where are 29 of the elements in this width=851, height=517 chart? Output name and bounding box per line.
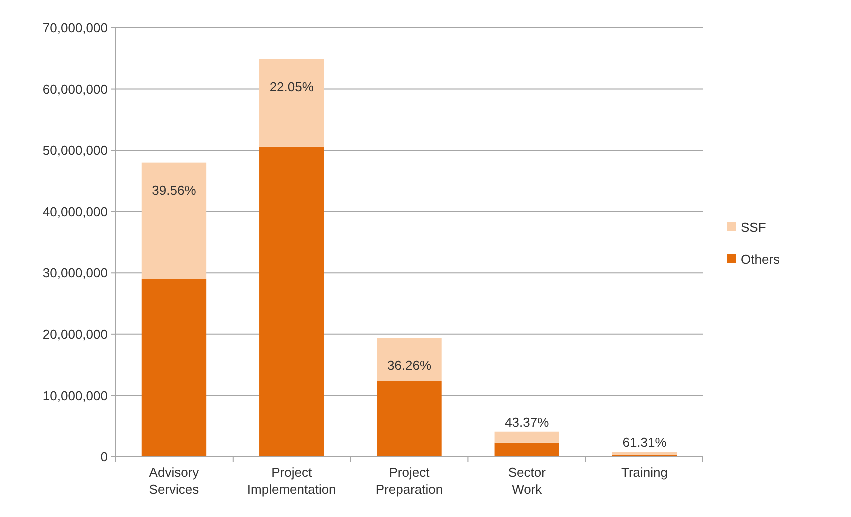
bar xyxy=(377,381,442,457)
annotation: 22.05% xyxy=(270,79,314,94)
legend-label: SSF xyxy=(741,220,766,236)
bar xyxy=(260,146,324,457)
x-tick-label: Advisory Services xyxy=(149,465,200,497)
y-tick-label: 50,000,000 xyxy=(42,143,108,158)
x-tick-label: Training xyxy=(622,465,668,480)
annotation: 43.37% xyxy=(505,414,550,430)
y-tick-label: 0 xyxy=(100,450,108,465)
annotation: 36.26% xyxy=(387,358,432,374)
x-tick-label: Sector Work xyxy=(508,465,547,497)
annotation: 39.56% xyxy=(152,182,197,198)
y-tick-label: 70,000,000 xyxy=(42,20,108,36)
y-tick-label: 60,000,000 xyxy=(42,82,108,97)
bar xyxy=(377,338,442,382)
annotation: 61.31% xyxy=(622,435,668,450)
bar xyxy=(612,452,678,456)
y-tick-label: 30,000,000 xyxy=(42,266,108,281)
y-tick-label: 20,000,000 xyxy=(42,326,108,342)
legend-label: Others xyxy=(741,252,781,268)
x-tick-label: Project Implementation xyxy=(247,465,336,497)
bar xyxy=(142,279,207,457)
y-tick-label: 10,000,000 xyxy=(42,388,108,404)
x-tick-label: Project Preparation xyxy=(376,465,444,497)
bar xyxy=(260,59,324,147)
y-tick-label: 40,000,000 xyxy=(42,204,108,220)
bar xyxy=(142,162,207,280)
bar xyxy=(494,442,560,457)
bar xyxy=(494,432,560,443)
